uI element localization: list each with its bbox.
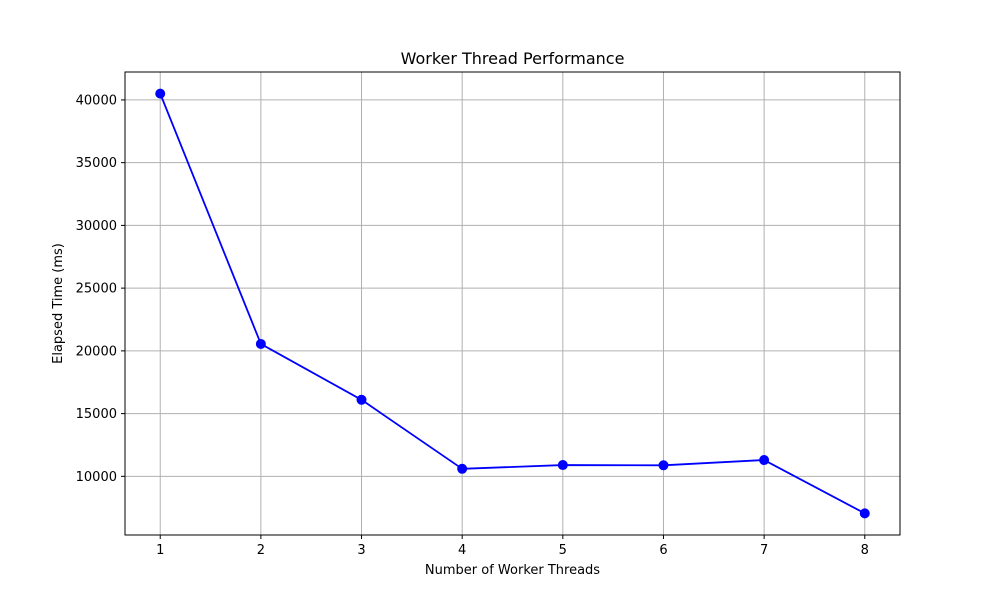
y-axis-ticks: 10000 15000 20000 25000 30000 35000 40000 <box>76 93 125 485</box>
x-axis-ticks: 1 2 3 4 5 6 7 8 <box>156 535 869 558</box>
x-tick-label: 8 <box>861 543 869 558</box>
data-point <box>859 508 870 519</box>
y-tick-label: 25000 <box>76 282 117 297</box>
data-point <box>356 394 367 405</box>
y-tick-label: 15000 <box>76 407 117 422</box>
plot-area-frame <box>124 71 901 536</box>
x-tick-label: 1 <box>156 543 164 558</box>
data-point <box>557 460 568 471</box>
data-point <box>457 463 468 474</box>
y-tick-label: 20000 <box>76 344 117 359</box>
x-tick-label: 6 <box>659 543 667 558</box>
grid-lines <box>125 72 900 535</box>
x-tick-label: 5 <box>559 543 567 558</box>
data-point <box>255 338 266 349</box>
x-tick-label: 4 <box>458 543 466 558</box>
x-tick-label: 2 <box>257 543 265 558</box>
y-tick-label: 35000 <box>76 156 117 171</box>
y-tick-label: 40000 <box>76 93 117 108</box>
x-tick-label: 7 <box>760 543 768 558</box>
data-point <box>155 88 166 99</box>
x-tick-label: 3 <box>357 543 365 558</box>
y-axis-label: Elapsed Time (ms) <box>51 243 66 364</box>
data-point <box>658 460 669 471</box>
y-tick-label: 10000 <box>76 470 117 485</box>
chart-title: Worker Thread Performance <box>401 49 625 68</box>
series-layer <box>155 88 870 519</box>
x-axis-label: Number of Worker Threads <box>425 563 600 578</box>
data-point <box>759 455 770 466</box>
y-tick-label: 30000 <box>76 219 117 234</box>
series-line <box>159 93 866 515</box>
